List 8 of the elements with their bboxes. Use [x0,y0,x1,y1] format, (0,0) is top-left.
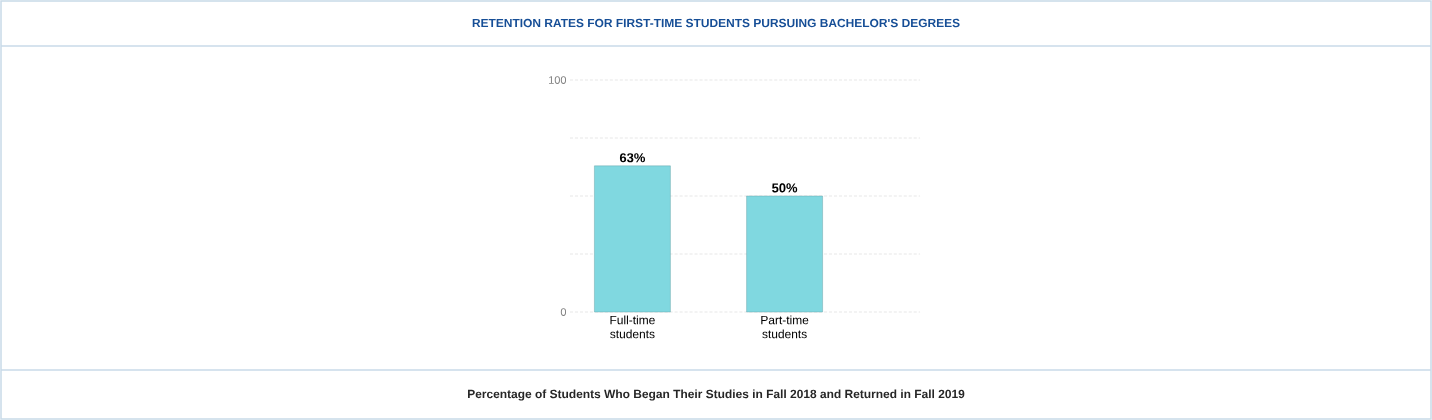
y-tick-label: 0 [560,308,567,316]
x-tick-label: Full-time students [610,315,655,339]
y-tick-label: 100 [549,76,567,84]
x-tick-label: Part-time students [761,315,809,339]
text: Percentage of Students Who Began Their Studies in Fall 2018 and Returned in Fall 2019 [468,389,965,401]
data-label: 50% [772,183,798,193]
chart-title: RETENTION RATES FOR FIRST-TIME STUDENTS PURSUING BACHELOR'S DEGREES [472,18,960,28]
data-label: 63% [619,153,646,163]
